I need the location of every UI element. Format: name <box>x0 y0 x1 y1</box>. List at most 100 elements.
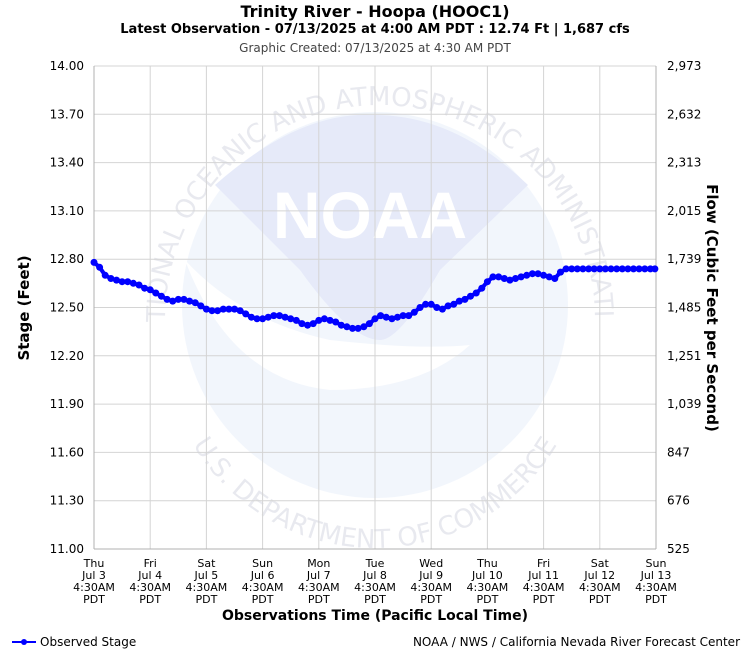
x-tick-label: PDT <box>195 593 217 606</box>
data-point <box>557 268 564 276</box>
noaa-wave-shape <box>185 260 470 390</box>
y-tick-label: 11.30 <box>50 494 84 508</box>
y2-tick-label: 676 <box>667 494 690 508</box>
x-tick-label: Thu <box>476 557 498 570</box>
data-point <box>304 321 312 329</box>
data-point <box>146 286 154 294</box>
data-point <box>416 304 424 311</box>
y2-tick-label: 2,015 <box>667 204 701 218</box>
x-tick-label: Jul 9 <box>418 569 443 582</box>
x-tick-label: Sun <box>646 557 667 570</box>
series-layer <box>90 258 659 332</box>
x-tick-label: 4:30AM <box>354 581 396 594</box>
x-tick-label: Jul 7 <box>306 569 331 582</box>
data-point <box>495 273 503 281</box>
x-tick-label: Jul 11 <box>527 569 559 582</box>
x-tick-label: PDT <box>364 593 386 606</box>
data-point <box>113 276 120 284</box>
y-tick-label: 13.70 <box>50 107 84 121</box>
data-point <box>337 321 345 329</box>
y-tick-label: 12.20 <box>50 349 84 363</box>
data-point <box>332 318 340 326</box>
data-point <box>157 292 165 300</box>
data-point <box>651 265 659 273</box>
data-point <box>601 265 609 273</box>
data-point <box>523 271 531 279</box>
x-axis-label: Observations Time (Pacific Local Time) <box>222 608 528 624</box>
data-point <box>438 305 446 313</box>
axes <box>93 66 657 550</box>
data-point <box>382 313 390 321</box>
grid-lines <box>93 65 657 550</box>
y-tick-label: 13.10 <box>50 204 84 218</box>
data-point <box>534 270 542 278</box>
x-tick-label: 4:30AM <box>298 581 340 594</box>
data-point <box>163 295 171 303</box>
x-tick-label: Wed <box>419 557 443 570</box>
y2-tick-label: 2,313 <box>667 156 701 170</box>
x-tick-label: Jul 3 <box>81 569 106 582</box>
y2-tick-label: 1,739 <box>667 252 701 266</box>
data-point <box>500 275 508 282</box>
latest-observation: Latest Observation - 07/13/2025 at 4:00 … <box>120 22 630 37</box>
x-tick-label: Sat <box>197 557 216 570</box>
legend-label: Observed Stage <box>40 635 137 649</box>
data-point <box>231 305 238 313</box>
x-tick-label: Jul 6 <box>250 569 275 582</box>
data-point <box>202 305 210 313</box>
data-point <box>512 275 519 282</box>
data-point <box>377 312 385 320</box>
data-point <box>152 289 160 297</box>
data-point <box>635 265 643 273</box>
data-point <box>478 284 486 292</box>
data-point <box>371 315 379 323</box>
y-tick-label: 12.50 <box>50 301 84 315</box>
x-tick-label: PDT <box>533 593 555 606</box>
data-point <box>315 316 323 324</box>
y-tick-label: 11.60 <box>50 445 84 459</box>
data-point <box>169 297 177 305</box>
x-tick-label: PDT <box>589 593 611 606</box>
x-tick-label: 4:30AM <box>410 581 452 594</box>
noaa-gull-shape <box>215 114 528 340</box>
x-tick-label: Sat <box>591 557 610 570</box>
data-point <box>309 320 317 328</box>
y2-tick-label: 525 <box>667 542 690 556</box>
chart-title: Trinity River - Hoopa (HOOC1) <box>240 2 510 21</box>
data-point <box>562 265 570 273</box>
data-point <box>528 270 536 278</box>
x-tick-label: PDT <box>645 593 667 606</box>
data-point <box>320 315 328 323</box>
data-point <box>444 302 452 310</box>
y-tick-label: 12.80 <box>50 252 84 266</box>
data-point <box>489 273 497 281</box>
x-tick-label: Jul 4 <box>137 569 162 582</box>
data-point <box>517 273 525 281</box>
y-axis-label: Stage (Feet) <box>15 255 33 360</box>
y-tick-label: 11.90 <box>50 397 84 411</box>
data-point <box>174 295 182 303</box>
data-point <box>579 265 587 273</box>
data-point <box>433 304 441 311</box>
data-point <box>388 315 396 323</box>
data-point <box>264 313 272 321</box>
data-point <box>455 297 463 305</box>
data-point <box>90 258 98 266</box>
data-point <box>349 324 356 332</box>
y2-axis-label: Flow (Cubic Feet per Second) <box>703 184 721 432</box>
data-point <box>214 307 222 315</box>
data-point <box>298 320 306 328</box>
legend: Observed Stage <box>12 635 136 649</box>
x-tick-label: PDT <box>476 593 498 606</box>
x-tick-label: Jul 12 <box>583 569 615 582</box>
x-tick-label: Tue <box>365 557 385 570</box>
data-point <box>354 324 362 332</box>
data-point <box>394 313 401 321</box>
data-point <box>613 265 621 273</box>
data-point <box>253 315 261 323</box>
data-point <box>107 275 115 282</box>
x-tick-label: 4:30AM <box>579 581 621 594</box>
x-tick-label: PDT <box>252 593 274 606</box>
data-point <box>365 320 373 328</box>
data-point <box>540 271 548 279</box>
